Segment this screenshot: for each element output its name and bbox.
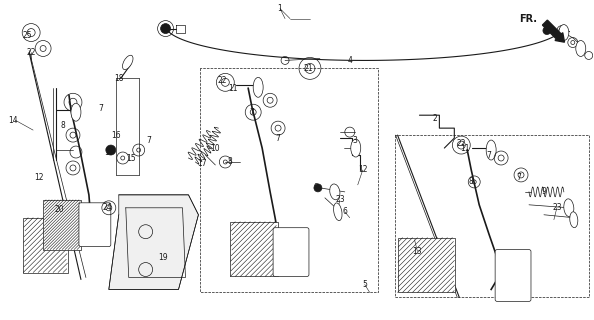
Text: 15: 15 xyxy=(126,154,135,163)
Ellipse shape xyxy=(570,212,578,228)
Text: 23: 23 xyxy=(552,203,562,212)
Text: 3: 3 xyxy=(352,136,357,145)
Text: 11: 11 xyxy=(460,144,470,153)
Circle shape xyxy=(314,184,322,192)
FancyBboxPatch shape xyxy=(495,250,531,301)
Text: FR.: FR. xyxy=(519,14,537,24)
Bar xyxy=(43,200,81,250)
Text: 9: 9 xyxy=(542,188,546,196)
FancyArrow shape xyxy=(542,20,564,42)
Text: 13: 13 xyxy=(413,247,422,256)
Ellipse shape xyxy=(71,103,81,121)
Text: 12: 12 xyxy=(358,165,368,174)
Text: 5: 5 xyxy=(362,280,367,289)
Text: 21: 21 xyxy=(303,64,312,73)
Text: 11: 11 xyxy=(229,84,238,93)
Ellipse shape xyxy=(576,41,586,56)
Text: 19: 19 xyxy=(158,253,168,262)
Text: 7: 7 xyxy=(486,150,492,160)
Ellipse shape xyxy=(253,77,263,97)
Text: 22: 22 xyxy=(457,139,466,148)
Text: 2: 2 xyxy=(432,114,437,123)
Text: 8: 8 xyxy=(61,121,65,130)
Text: 10: 10 xyxy=(210,144,220,153)
Text: 8: 8 xyxy=(228,157,233,166)
FancyBboxPatch shape xyxy=(79,203,111,247)
Text: 22: 22 xyxy=(26,48,36,57)
Text: 16: 16 xyxy=(111,131,121,140)
Text: 15: 15 xyxy=(104,148,113,156)
Text: 1: 1 xyxy=(278,4,283,13)
Bar xyxy=(23,218,68,273)
Circle shape xyxy=(106,145,116,155)
Ellipse shape xyxy=(122,55,133,70)
Ellipse shape xyxy=(351,139,361,157)
Text: 14: 14 xyxy=(8,116,18,125)
Ellipse shape xyxy=(486,140,496,160)
Text: 23: 23 xyxy=(335,195,345,204)
Text: 6: 6 xyxy=(342,207,347,216)
Text: 7: 7 xyxy=(99,104,103,113)
Ellipse shape xyxy=(559,25,569,41)
Bar xyxy=(397,238,456,292)
Ellipse shape xyxy=(564,199,574,217)
Text: 7: 7 xyxy=(249,108,255,117)
Text: 24: 24 xyxy=(102,203,112,212)
Text: 7: 7 xyxy=(276,133,280,143)
Text: 9: 9 xyxy=(314,183,318,192)
Text: 18: 18 xyxy=(114,74,124,83)
Bar xyxy=(230,222,278,276)
Ellipse shape xyxy=(330,184,340,200)
Circle shape xyxy=(543,27,551,35)
Text: 7: 7 xyxy=(517,173,522,182)
Text: 12: 12 xyxy=(34,173,44,182)
Text: 20: 20 xyxy=(54,205,64,214)
Text: 17: 17 xyxy=(198,159,207,169)
Text: 8: 8 xyxy=(469,177,473,187)
Text: 7: 7 xyxy=(146,136,151,145)
Text: 25: 25 xyxy=(23,31,32,40)
Circle shape xyxy=(160,24,170,34)
FancyBboxPatch shape xyxy=(273,228,309,276)
Text: 4: 4 xyxy=(347,56,352,65)
Polygon shape xyxy=(109,195,198,289)
Text: 22: 22 xyxy=(217,76,227,85)
Ellipse shape xyxy=(334,203,342,220)
